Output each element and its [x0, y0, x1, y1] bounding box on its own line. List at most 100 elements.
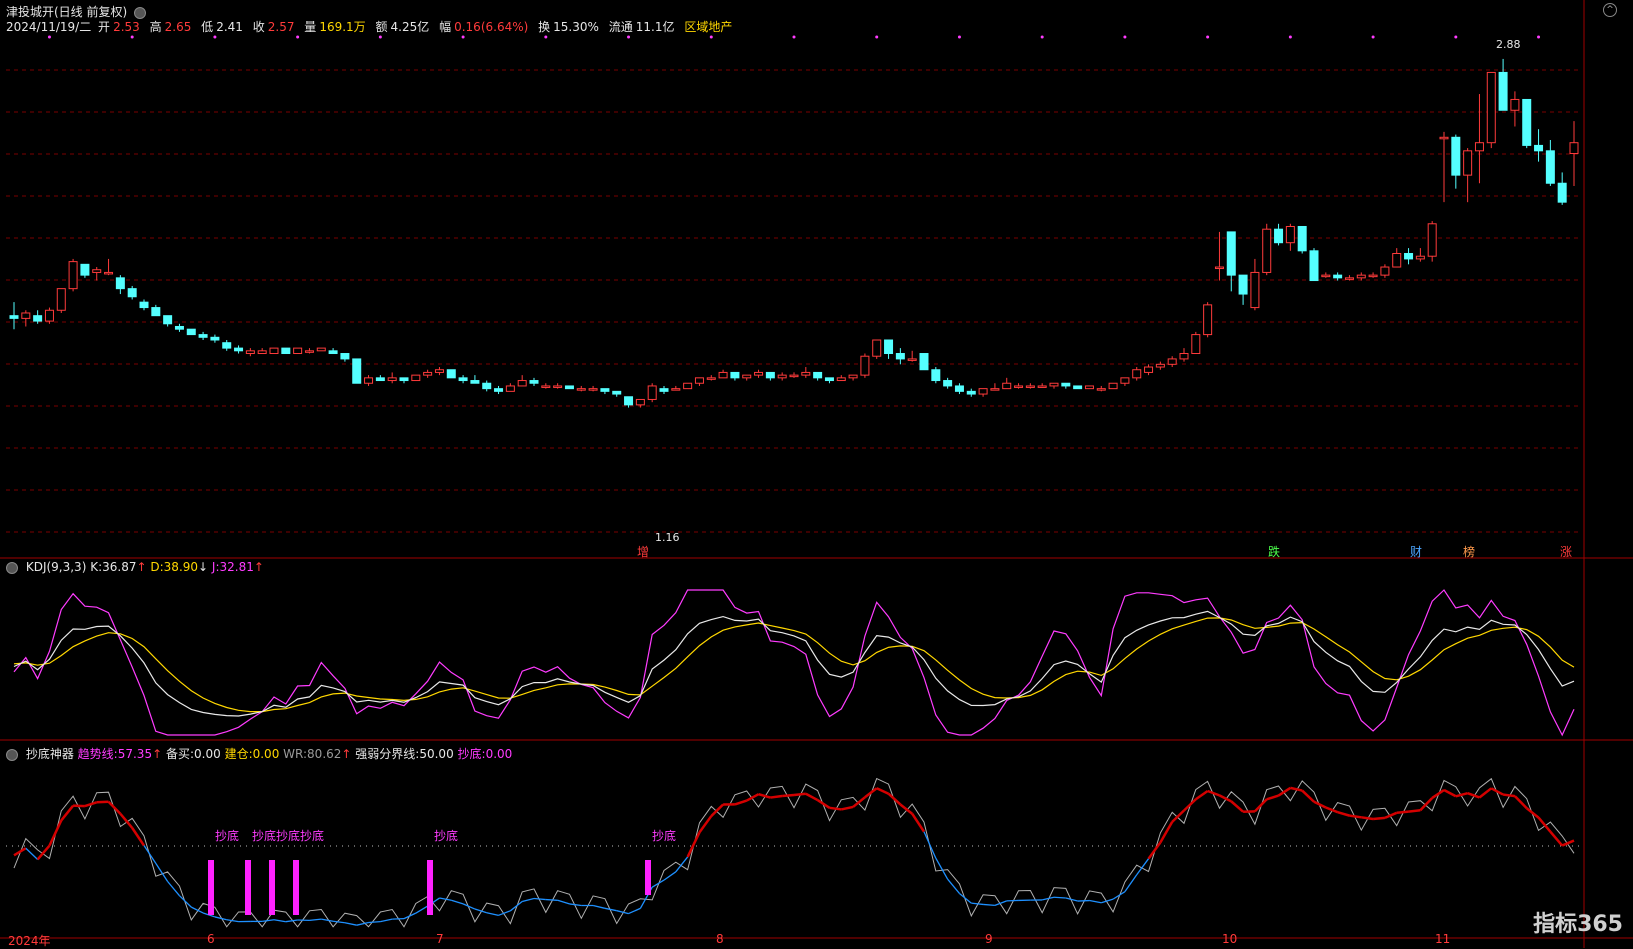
- candle-body: [1357, 275, 1365, 278]
- candle-body: [1345, 278, 1353, 280]
- trend-line-segment: [309, 919, 321, 920]
- trend-line-segment: [1361, 817, 1373, 819]
- trend-line-segment: [1137, 859, 1149, 875]
- signal-label: 抄底: [434, 827, 458, 844]
- trend-line-segment: [546, 900, 558, 901]
- signal-dot: [213, 36, 216, 39]
- build-label: 建仓:: [225, 747, 253, 761]
- candle-body: [885, 340, 893, 354]
- candle-body: [294, 348, 302, 353]
- candle-body: [873, 340, 881, 356]
- kdj-j-value: 32.81: [220, 560, 254, 574]
- event-label-die[interactable]: 跌: [1268, 543, 1280, 560]
- candle-body: [435, 370, 443, 373]
- candle-body: [743, 375, 751, 378]
- candle-body: [1511, 99, 1519, 110]
- event-label-bang[interactable]: 榜: [1463, 543, 1475, 560]
- candle-body: [1487, 72, 1495, 142]
- up-arrow-icon: ↑: [152, 747, 162, 761]
- trend-line-segment: [688, 832, 700, 857]
- candle-body: [1464, 151, 1472, 175]
- candle-body: [329, 351, 337, 354]
- trend-line-segment: [1078, 901, 1090, 902]
- candle-body: [613, 391, 621, 394]
- candle-body: [1546, 151, 1554, 183]
- trend-line-segment: [912, 814, 924, 832]
- trend-line-segment: [1420, 798, 1432, 810]
- signal-bar: [293, 860, 299, 915]
- trend-line-segment: [1149, 842, 1161, 858]
- signal-dot: [1123, 36, 1126, 39]
- candle-body: [601, 389, 609, 392]
- candle-body: [1145, 367, 1153, 372]
- candle-body: [140, 302, 148, 307]
- candle-body: [944, 381, 952, 386]
- candle-body: [1168, 359, 1176, 364]
- kdj-circle-icon[interactable]: [6, 562, 18, 574]
- trend-line-segment: [1125, 875, 1137, 892]
- candle-body: [1405, 254, 1413, 259]
- candle-body: [577, 389, 585, 391]
- candle-body: [246, 351, 254, 354]
- trend-line-segment: [877, 788, 889, 794]
- event-label-cai[interactable]: 财: [1410, 543, 1422, 560]
- bottom-indicator-lines: [14, 779, 1574, 927]
- candle-body: [672, 389, 680, 391]
- candle-body: [93, 270, 101, 273]
- trend-line-segment: [345, 923, 357, 925]
- buy-value: 0.00: [194, 747, 221, 761]
- trend-line-segment: [380, 919, 392, 922]
- candle-body: [1015, 386, 1023, 388]
- candle-body: [199, 335, 207, 338]
- trend-line-segment: [735, 801, 747, 805]
- candle-body: [589, 389, 597, 391]
- candle-body: [412, 375, 420, 380]
- bottom-circle-icon[interactable]: [6, 749, 18, 761]
- trend-line-segment: [759, 794, 771, 797]
- candle-body: [719, 372, 727, 377]
- trend-line-segment: [1503, 795, 1515, 797]
- candle-body: [400, 378, 408, 381]
- candle-body: [459, 378, 467, 381]
- candle-body: [660, 389, 668, 392]
- trend-line-segment: [1054, 897, 1066, 898]
- up-arrow-icon: ↑: [136, 560, 146, 574]
- event-label-zeng[interactable]: 增: [637, 543, 649, 560]
- candle-body: [1062, 383, 1070, 386]
- candle-body: [471, 381, 479, 384]
- signal-dot: [1289, 36, 1292, 39]
- candle-body: [1393, 254, 1401, 268]
- candle-body: [175, 326, 183, 329]
- candle-body: [1263, 229, 1271, 272]
- signal-dot: [1537, 36, 1540, 39]
- candle-body: [1038, 386, 1046, 388]
- trend-line-segment: [1479, 788, 1491, 797]
- candlesticks: [10, 59, 1578, 408]
- candle-body: [1286, 226, 1294, 242]
- up-arrow-icon: ↑: [341, 747, 351, 761]
- trend-value: 57.35: [118, 747, 152, 761]
- candle-body: [695, 378, 703, 383]
- buy-label: 备买:: [166, 747, 194, 761]
- candle-body: [802, 372, 810, 375]
- candle-body: [825, 378, 833, 381]
- candle-body: [258, 351, 266, 354]
- trend-line-segment: [983, 904, 995, 905]
- candle-body: [518, 381, 526, 386]
- trend-line-segment: [924, 832, 936, 858]
- bottom-name: 抄底神器: [26, 747, 74, 761]
- kdj-d-label: D:: [150, 560, 163, 574]
- trend-line-segment: [971, 903, 983, 904]
- trend-line-segment: [1089, 901, 1101, 903]
- trend-line-segment: [558, 900, 570, 904]
- month-label: 10: [1222, 932, 1237, 946]
- candle-body: [1322, 275, 1330, 277]
- signal-dot: [1206, 36, 1209, 39]
- candle-body: [211, 337, 219, 340]
- scroll-up-icon[interactable]: ^: [1603, 3, 1617, 17]
- event-label-zhang[interactable]: 涨: [1560, 543, 1572, 560]
- candle-body: [341, 354, 349, 359]
- candle-body: [235, 348, 243, 351]
